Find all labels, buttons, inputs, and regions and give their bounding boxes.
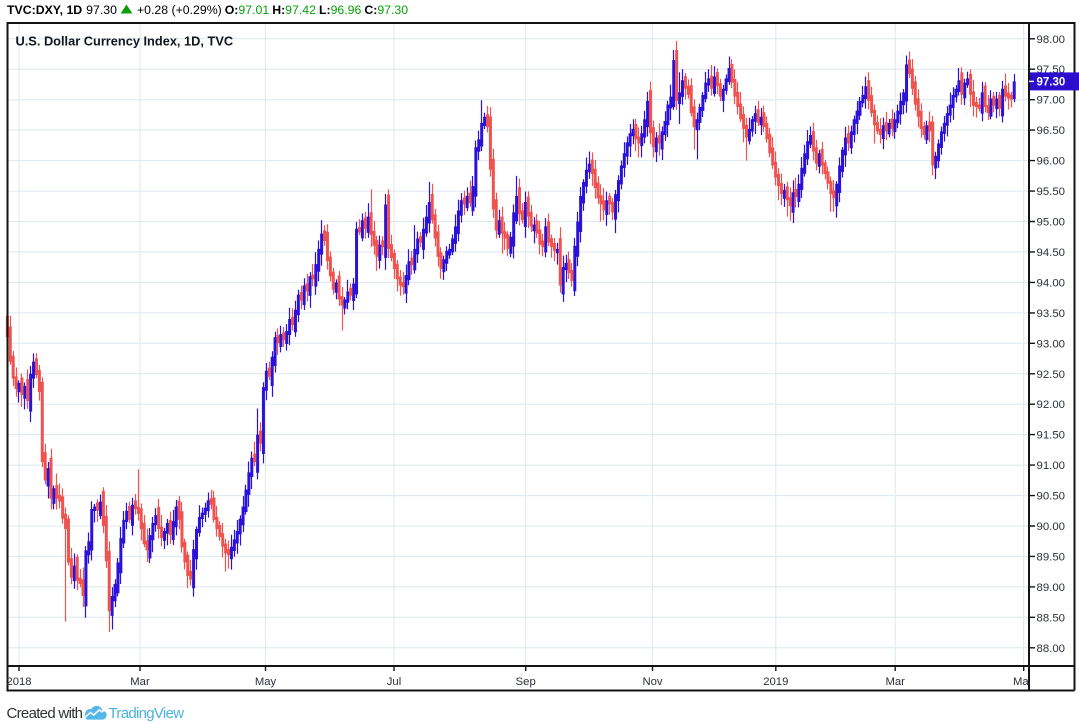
- svg-text:89.50: 89.50: [1037, 551, 1066, 563]
- svg-text:88.00: 88.00: [1037, 643, 1066, 655]
- svg-text:95.50: 95.50: [1037, 186, 1066, 198]
- svg-text:93.50: 93.50: [1037, 308, 1066, 320]
- svg-text:97.30: 97.30: [1037, 77, 1066, 89]
- svg-text:88.50: 88.50: [1037, 612, 1066, 624]
- svg-text:90.50: 90.50: [1037, 491, 1066, 503]
- svg-text:98.00: 98.00: [1037, 34, 1066, 46]
- svg-text:Nov: Nov: [642, 676, 662, 688]
- svg-text:94.50: 94.50: [1037, 247, 1066, 259]
- svg-text:92.00: 92.00: [1037, 399, 1066, 411]
- svg-text:92.50: 92.50: [1037, 369, 1066, 381]
- svg-text:89.00: 89.00: [1037, 582, 1066, 594]
- svg-text:97.00: 97.00: [1037, 95, 1066, 107]
- svg-text:Mar: Mar: [130, 676, 150, 688]
- svg-text:Sep: Sep: [516, 676, 536, 688]
- svg-text:2018: 2018: [6, 676, 31, 688]
- svg-text:95.00: 95.00: [1037, 217, 1066, 229]
- svg-text:96.00: 96.00: [1037, 156, 1066, 168]
- svg-text:93.00: 93.00: [1037, 338, 1066, 350]
- svg-text:2019: 2019: [763, 676, 788, 688]
- svg-text:U.S. Dollar Currency Index, 1D: U.S. Dollar Currency Index, 1D, TVC: [16, 34, 234, 49]
- svg-text:May: May: [255, 676, 277, 688]
- svg-text:91.50: 91.50: [1037, 430, 1066, 442]
- svg-text:May: May: [1013, 676, 1035, 688]
- svg-text:90.00: 90.00: [1037, 521, 1066, 533]
- svg-text:Mar: Mar: [885, 676, 905, 688]
- svg-text:91.00: 91.00: [1037, 460, 1066, 472]
- svg-text:94.00: 94.00: [1037, 277, 1066, 289]
- svg-text:96.50: 96.50: [1037, 125, 1066, 137]
- svg-text:Jul: Jul: [387, 676, 401, 688]
